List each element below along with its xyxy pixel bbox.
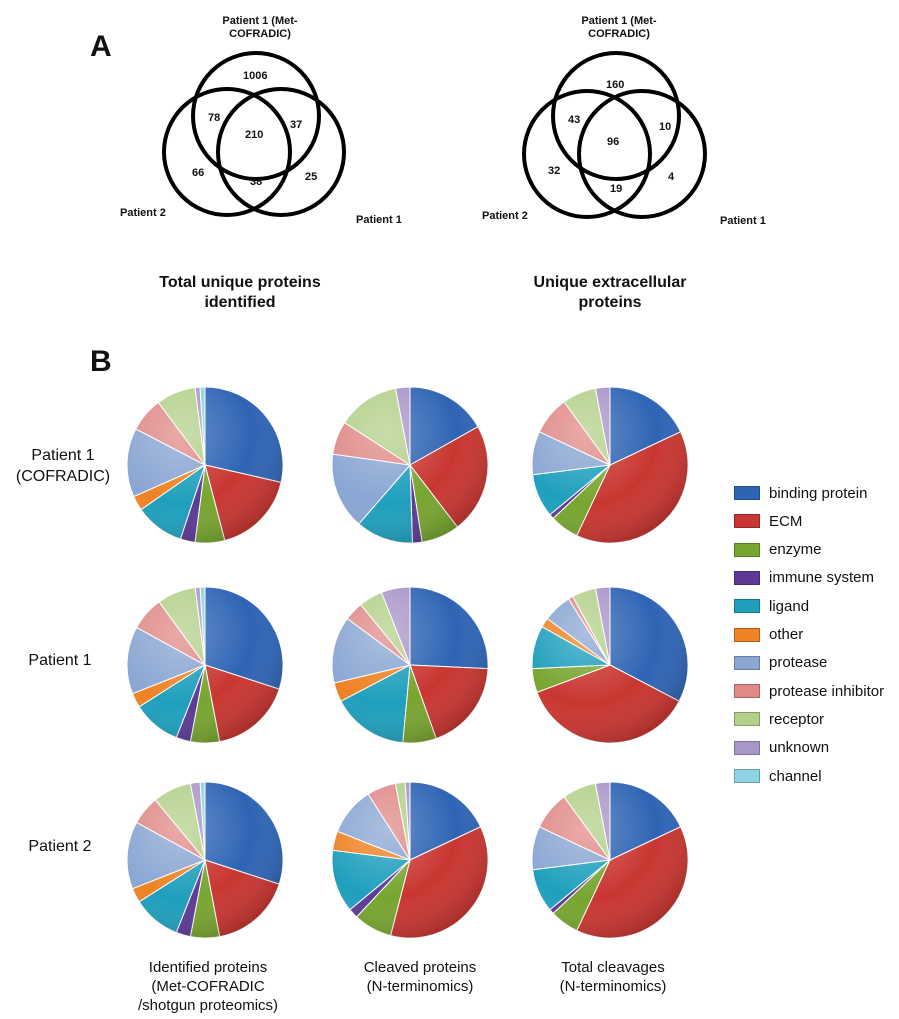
legend-item: channel: [734, 766, 822, 786]
venn-region-left-only: 66: [192, 167, 205, 179]
venn-top-label: Patient 1 (Met- COFRADIC): [581, 15, 657, 40]
panel-b-label: B: [90, 345, 112, 378]
pie-shading: [332, 782, 488, 938]
venn-left-label: Patient 2: [482, 210, 528, 222]
legend-swatch: [734, 769, 760, 783]
legend-label: ligand: [769, 597, 810, 615]
pie-shading: [127, 587, 283, 743]
pie-chart: [126, 386, 284, 544]
venn-diagram-total: Patient 1 (Met- COFRADIC) 1006 78 210 37…: [110, 8, 410, 248]
venn-region-center: 96: [607, 136, 620, 148]
legend-swatch: [734, 627, 760, 642]
pie-shading: [532, 387, 688, 543]
venn-region-top-left: 43: [568, 114, 581, 126]
row-label-patient1: Patient 1: [28, 652, 92, 669]
legend-item: immune system: [734, 568, 874, 588]
legend-label: ECM: [769, 512, 803, 530]
venn-diagram-extracellular: Patient 1 (Met- COFRADIC) 160 43 96 10 3…: [472, 8, 782, 248]
legend-swatch: [734, 684, 760, 699]
col-label-cleaved: Cleaved proteins (N-terminomics): [363, 959, 477, 995]
row-label-patient2: Patient 2: [28, 838, 92, 855]
pie-shading: [332, 387, 488, 543]
venn-circles: [162, 51, 346, 217]
legend-label: protease inhibitor: [769, 682, 885, 700]
pie-chart: [331, 386, 489, 544]
legend-label: immune system: [769, 569, 875, 587]
venn-title-total: Total unique proteins identified: [159, 274, 321, 311]
venn-right-label: Patient 1: [720, 215, 766, 227]
legend-label: unknown: [769, 739, 830, 757]
legend-swatch: [734, 486, 760, 500]
venn-top-label: Patient 1 (Met- COFRADIC): [222, 15, 298, 40]
pie-chart: [331, 781, 489, 939]
pie-shading: [332, 587, 488, 743]
venn-region-right-only: 25: [305, 171, 318, 183]
venn-circle-right: [216, 87, 346, 217]
venn-left-label: Patient 2: [120, 207, 166, 219]
legend-swatch: [734, 570, 760, 585]
legend-item: unknown: [734, 738, 829, 758]
legend-item: enzyme: [734, 540, 822, 560]
venn-region-top-only: 1006: [243, 70, 268, 82]
legend-label: other: [769, 626, 804, 643]
venn-circle-top: [551, 51, 681, 181]
pie-shading: [532, 587, 688, 743]
venn-right-label: Patient 1: [356, 214, 402, 226]
legend-swatch: [734, 542, 760, 557]
row-label-patient1-cofradic: Patient 1 (COFRADIC): [15, 447, 111, 485]
legend-label: channel: [769, 767, 822, 785]
venn-circle-left: [522, 89, 652, 219]
venn-title-extracellular: Unique extracellular proteins: [533, 274, 687, 311]
pie-chart: [126, 586, 284, 744]
venn-region-top-right: 37: [290, 119, 303, 131]
pie-chart: [126, 781, 284, 939]
legend-item: ligand: [734, 596, 809, 616]
legend-item: binding protein: [734, 483, 867, 503]
venn-region-left-only: 32: [548, 165, 561, 177]
venn-region-right-only: 4: [668, 171, 675, 183]
pie-shading: [532, 782, 688, 938]
venn-circles: [522, 51, 707, 219]
pie-chart: [531, 386, 689, 544]
venn-circle-top: [191, 51, 321, 181]
legend-item: receptor: [734, 709, 824, 729]
legend-swatch: [734, 655, 760, 670]
legend-item: ECM: [734, 511, 802, 531]
legend-swatch: [734, 740, 760, 755]
venn-circle-right: [577, 89, 707, 219]
legend-swatch: [734, 599, 760, 614]
pie-chart: [531, 781, 689, 939]
venn-region-top-right: 10: [659, 121, 672, 133]
legend-item: protease inhibitor: [734, 681, 884, 701]
venn-region-top-only: 160: [606, 79, 625, 91]
pie-chart: [331, 586, 489, 744]
col-label-cleavages: Total cleavages (N-terminomics): [559, 959, 667, 995]
pie-shading: [127, 782, 283, 938]
legend-label: receptor: [769, 710, 825, 728]
venn-region-left-right: 19: [610, 183, 623, 195]
venn-region-center: 210: [245, 129, 264, 141]
legend-item: other: [734, 625, 803, 645]
pie-shading: [127, 387, 283, 543]
venn-circle-left: [162, 87, 292, 217]
legend-label: protease: [769, 654, 828, 672]
legend-swatch: [734, 514, 760, 529]
venn-region-left-right: 38: [250, 176, 263, 188]
legend-swatch: [734, 712, 760, 727]
legend-label: enzyme: [769, 541, 822, 559]
pie-chart: [531, 586, 689, 744]
venn-region-top-left: 78: [208, 112, 221, 124]
legend-label: binding protein: [769, 484, 868, 502]
chart-legend: binding protein ECM enzyme immune system lig…: [734, 483, 899, 793]
pie-chart-grid: [126, 386, 689, 939]
col-label-identified: Identified proteins (Met-COFRADIC /shotg…: [137, 959, 279, 1014]
panel-a-label: A: [90, 30, 112, 63]
legend-item: protease: [734, 653, 827, 673]
